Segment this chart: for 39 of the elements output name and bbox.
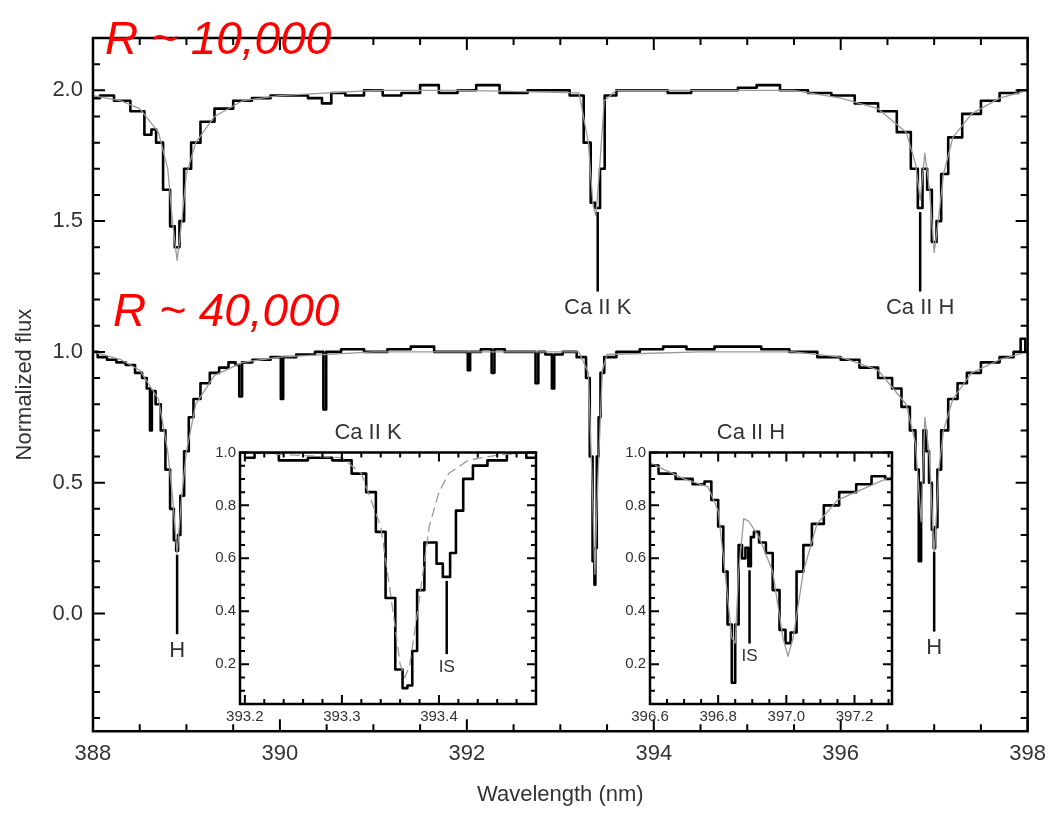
x-tick-label: 396.8 xyxy=(699,707,737,725)
chart-title: Ca II K xyxy=(334,419,402,445)
x-tick-label: 396 xyxy=(822,740,860,766)
y-tick-label: 0.8 xyxy=(625,495,646,513)
y-tick-label: 0.8 xyxy=(215,495,236,513)
annotation: IS xyxy=(438,656,455,676)
annotation: R ~ 40,000 xyxy=(112,284,340,336)
y-tick-label: 1.0 xyxy=(215,442,236,460)
chart-title: Ca II H xyxy=(716,419,786,445)
y-tick-label: 0.4 xyxy=(625,601,646,619)
x-axis-title: Wavelength (nm) xyxy=(476,780,644,806)
y-tick-label: 1.0 xyxy=(625,442,646,460)
y-tick-label: 1.5 xyxy=(52,207,83,233)
y-axis-title: Normalized flux xyxy=(11,308,37,461)
annotation: IS xyxy=(741,645,758,665)
y-tick-label: 2.0 xyxy=(52,76,83,102)
y-tick-label: 0.4 xyxy=(215,601,236,619)
x-tick-label: 396.6 xyxy=(631,707,669,725)
y-tick-label: 1.0 xyxy=(52,337,83,363)
y-tick-label: 0.5 xyxy=(52,468,83,494)
x-tick-label: 397.0 xyxy=(767,707,806,725)
x-tick-label: 397.2 xyxy=(835,707,874,725)
x-tick-label: 394 xyxy=(635,740,673,766)
x-tick-label: 398 xyxy=(1009,740,1047,766)
y-tick-label: 0.6 xyxy=(625,548,646,566)
y-tick-label: 0.2 xyxy=(215,654,236,672)
y-tick-label: 0.6 xyxy=(215,548,236,566)
x-tick-label: 388 xyxy=(74,740,112,766)
y-tick-label: 0.0 xyxy=(52,599,83,625)
annotation: Ca II H xyxy=(885,294,955,320)
annotation: H xyxy=(169,636,186,662)
x-tick-label: 392 xyxy=(448,740,486,766)
x-tick-label: 393.4 xyxy=(420,707,458,725)
annotation: H xyxy=(926,634,943,660)
x-tick-label: 390 xyxy=(261,740,299,766)
y-tick-label: 0.2 xyxy=(625,654,646,672)
x-tick-label: 393.2 xyxy=(226,707,264,725)
x-tick-label: 393.3 xyxy=(323,707,361,725)
annotation: Ca II K xyxy=(564,294,632,320)
